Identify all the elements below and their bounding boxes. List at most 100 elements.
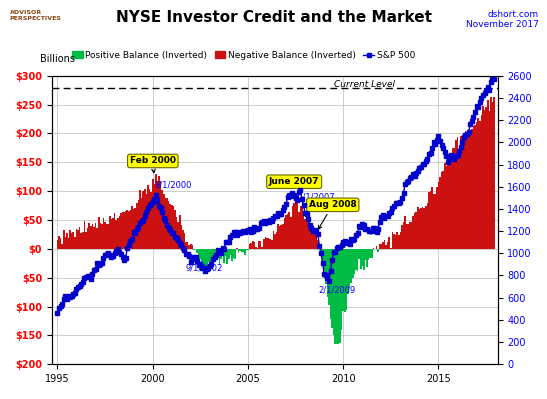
Bar xyxy=(295,201,296,249)
Bar xyxy=(223,249,225,263)
Bar xyxy=(230,249,231,255)
Bar xyxy=(357,249,358,271)
Text: Aug 2008: Aug 2008 xyxy=(309,200,357,229)
Bar xyxy=(330,249,331,319)
Bar xyxy=(117,218,119,249)
Bar xyxy=(466,133,468,249)
Bar xyxy=(312,226,314,249)
Bar xyxy=(253,243,255,249)
Bar xyxy=(147,185,149,249)
Bar xyxy=(401,225,403,249)
Bar xyxy=(84,221,85,249)
Bar xyxy=(288,212,290,249)
Bar xyxy=(406,224,408,249)
Bar xyxy=(126,210,128,249)
Bar xyxy=(89,223,90,249)
Bar xyxy=(112,218,114,249)
Bar xyxy=(190,244,191,249)
Bar xyxy=(455,140,457,249)
Bar xyxy=(282,224,284,249)
Bar xyxy=(91,224,93,249)
Bar xyxy=(139,190,141,249)
Bar xyxy=(376,246,377,249)
Bar xyxy=(66,233,68,249)
Bar xyxy=(484,110,485,249)
Bar xyxy=(168,201,170,249)
Bar xyxy=(368,249,369,260)
Bar xyxy=(373,248,374,249)
Bar xyxy=(204,249,206,266)
Bar xyxy=(428,192,430,249)
Bar xyxy=(409,222,411,249)
Bar xyxy=(476,122,478,249)
Bar xyxy=(487,101,488,249)
Bar xyxy=(404,216,406,249)
Bar xyxy=(193,249,195,250)
Bar xyxy=(323,249,325,271)
Bar xyxy=(90,226,91,249)
Bar xyxy=(468,136,469,249)
Bar xyxy=(263,239,265,249)
Bar xyxy=(100,223,101,249)
Bar xyxy=(398,235,400,249)
Bar xyxy=(352,249,353,278)
Bar xyxy=(460,136,462,249)
Bar xyxy=(392,232,393,249)
Bar xyxy=(274,234,276,249)
Bar xyxy=(298,212,300,249)
Bar xyxy=(423,208,425,249)
Bar xyxy=(385,245,387,249)
Bar xyxy=(166,198,168,249)
Bar xyxy=(436,187,438,249)
Bar xyxy=(220,249,222,259)
Bar xyxy=(85,232,87,249)
Bar xyxy=(371,249,373,258)
Text: Feb 2000: Feb 2000 xyxy=(130,156,176,173)
Bar xyxy=(447,166,449,249)
Bar xyxy=(296,199,298,249)
Bar xyxy=(155,174,156,249)
Bar xyxy=(360,249,362,269)
Bar xyxy=(316,233,317,249)
Bar xyxy=(154,184,155,249)
Bar xyxy=(144,189,146,249)
Bar xyxy=(212,249,214,262)
Bar xyxy=(393,234,395,249)
Bar xyxy=(211,249,212,258)
Bar xyxy=(327,249,328,297)
Bar xyxy=(306,214,307,249)
Bar xyxy=(95,223,96,249)
Bar xyxy=(217,249,219,257)
Bar xyxy=(439,178,441,249)
Bar xyxy=(133,209,135,249)
Bar xyxy=(383,240,385,249)
Bar xyxy=(337,249,339,344)
Text: Current Level: Current Level xyxy=(334,80,395,89)
Bar xyxy=(388,237,390,249)
Bar xyxy=(131,205,133,249)
Bar xyxy=(107,224,109,249)
Bar xyxy=(490,97,492,249)
Bar xyxy=(474,124,476,249)
Bar xyxy=(344,249,346,312)
Bar xyxy=(247,249,249,250)
Bar xyxy=(309,226,311,249)
Bar xyxy=(381,244,382,249)
Bar xyxy=(176,217,177,249)
Bar xyxy=(114,213,115,249)
Bar xyxy=(235,249,236,259)
Bar xyxy=(482,106,484,249)
Bar xyxy=(181,225,182,249)
Bar xyxy=(249,244,251,249)
Bar xyxy=(236,248,238,249)
Bar xyxy=(184,233,185,249)
Bar xyxy=(314,231,316,249)
Bar xyxy=(222,249,223,255)
Bar xyxy=(427,203,428,249)
Bar xyxy=(241,249,242,252)
Bar xyxy=(342,249,344,311)
Bar xyxy=(174,210,176,249)
Bar xyxy=(322,249,323,263)
Bar xyxy=(362,249,363,266)
Bar xyxy=(75,229,77,249)
